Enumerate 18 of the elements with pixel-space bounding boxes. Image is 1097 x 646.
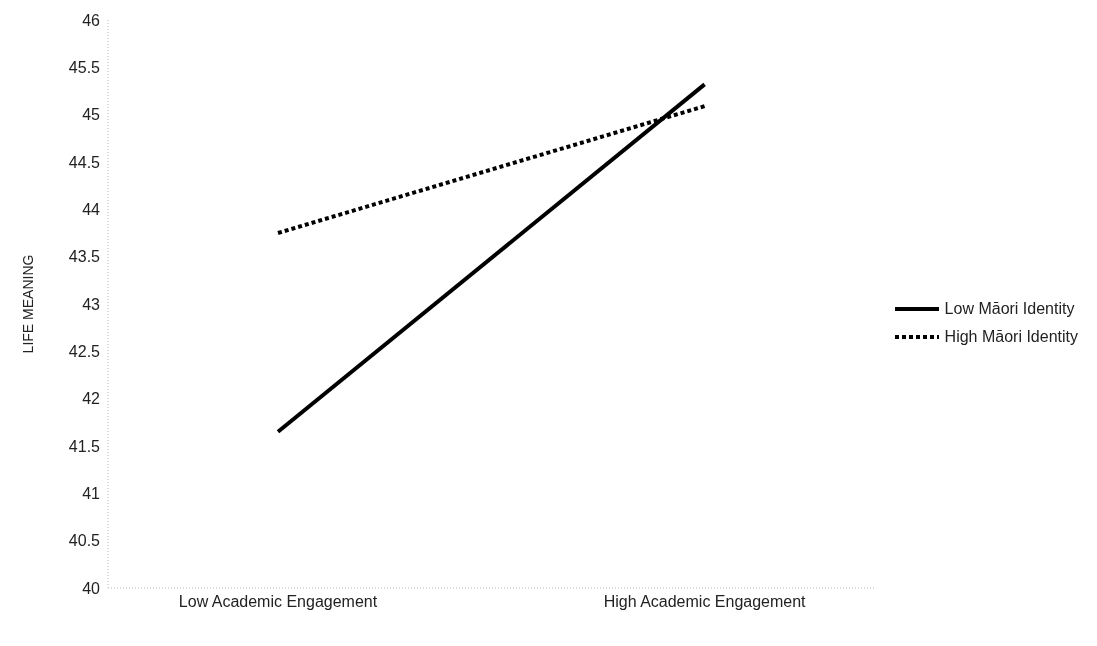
y-tick-label: 43.5 [68,248,101,266]
legend-label: High Māori Identity [944,328,1078,346]
y-tick-label: 44.5 [68,153,101,171]
y-tick-label: 46 [82,11,101,29]
y-tick-label: 41 [82,485,101,503]
y-tick-label: 44 [82,201,101,219]
y-tick-label: 45.5 [68,59,101,77]
y-tick-label: 40.5 [68,532,101,550]
legend-label: Low Māori Identity [944,300,1075,318]
x-tick-label: Low Academic Engagement [178,593,378,611]
y-tick-label: 43 [82,295,101,313]
y-tick-label: 45 [82,106,101,124]
y-tick-label: 42.5 [68,343,101,361]
y-tick-label: 42 [82,390,101,408]
y-tick-label: 40 [82,579,101,597]
x-tick-label: High Academic Engagement [603,593,807,611]
y-tick-label: 41.5 [68,437,101,455]
y-axis-title: LIFE MEANING [19,254,36,354]
